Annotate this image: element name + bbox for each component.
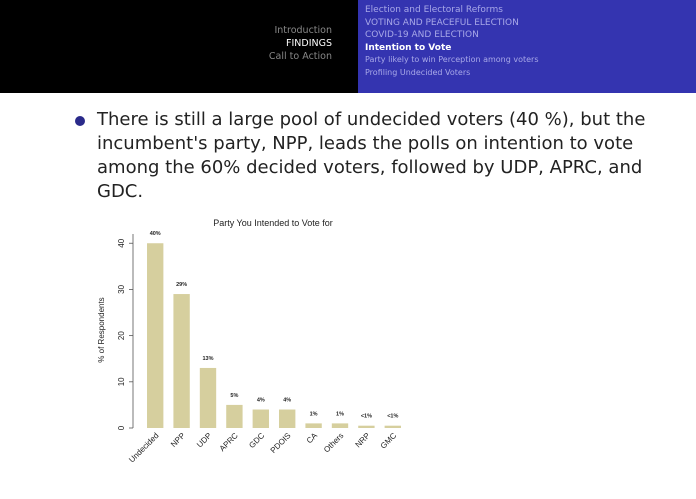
value-label: 4% <box>283 398 291 404</box>
y-tick-label: 40 <box>117 238 126 247</box>
x-tick-label: GMC <box>379 431 399 451</box>
nav-item[interactable]: Introduction <box>274 25 332 36</box>
y-tick-label: 10 <box>117 377 126 386</box>
nav-item[interactable]: Intention to Vote <box>365 42 452 53</box>
bullet-marker <box>75 116 85 126</box>
nav-item[interactable]: Election and Electoral Reforms <box>365 5 503 15</box>
y-tick-label: 20 <box>117 331 126 340</box>
bar <box>305 423 322 428</box>
nav-item[interactable]: Profiling Undecided Voters <box>365 67 471 77</box>
header-bar: Introduction FINDINGS Call to Action Ele… <box>0 0 696 93</box>
y-tick-label: 30 <box>117 284 126 293</box>
bar <box>199 367 217 428</box>
nav-item[interactable]: FINDINGS <box>286 38 332 49</box>
x-tick-label: NPP <box>169 431 187 449</box>
section-nav: Introduction FINDINGS Call to Action <box>269 24 332 63</box>
nav-item[interactable]: COVID-19 AND ELECTION <box>365 30 479 40</box>
bar <box>173 294 190 428</box>
x-tick-label: NRP <box>354 431 372 449</box>
value-label: 1% <box>336 411 344 417</box>
nav-item[interactable]: VOTING AND PEACEFUL ELECTION <box>365 17 519 28</box>
bar <box>279 409 296 428</box>
value-label: <1% <box>387 414 398 420</box>
nav-item[interactable]: Call to Action <box>268 51 332 62</box>
x-tick-label: CA <box>305 431 320 446</box>
value-label: 5% <box>230 393 238 399</box>
nav-item[interactable]: Party likely to win Perception among vot… <box>365 55 539 64</box>
chart-title: Party You Intended to Vote for <box>213 218 333 228</box>
bar <box>226 404 243 428</box>
bar <box>384 425 401 428</box>
x-tick-label: Undecided <box>127 431 160 464</box>
x-tick-label: APRC <box>218 431 240 453</box>
value-label: 1% <box>310 411 318 417</box>
bar <box>252 409 269 428</box>
bar <box>147 243 164 428</box>
value-label: 29% <box>176 282 187 288</box>
subsection-nav: Election and Electoral Reforms VOTING AN… <box>358 0 696 93</box>
y-tick-label: 0 <box>117 425 126 430</box>
x-tick-label: GDC <box>247 431 266 450</box>
value-label: <1% <box>361 414 372 420</box>
bar <box>358 425 375 428</box>
x-tick-label: PDOIS <box>269 431 293 455</box>
x-tick-label: UDP <box>195 431 213 449</box>
x-tick-label: Others <box>322 431 345 454</box>
value-label: 40% <box>150 231 161 237</box>
y-axis-label: % of Respondents <box>97 297 106 362</box>
value-label: 4% <box>257 398 265 404</box>
value-label: 13% <box>202 356 213 362</box>
bar <box>331 423 349 428</box>
bullet-text: There is still a large pool of undecided… <box>97 109 646 202</box>
